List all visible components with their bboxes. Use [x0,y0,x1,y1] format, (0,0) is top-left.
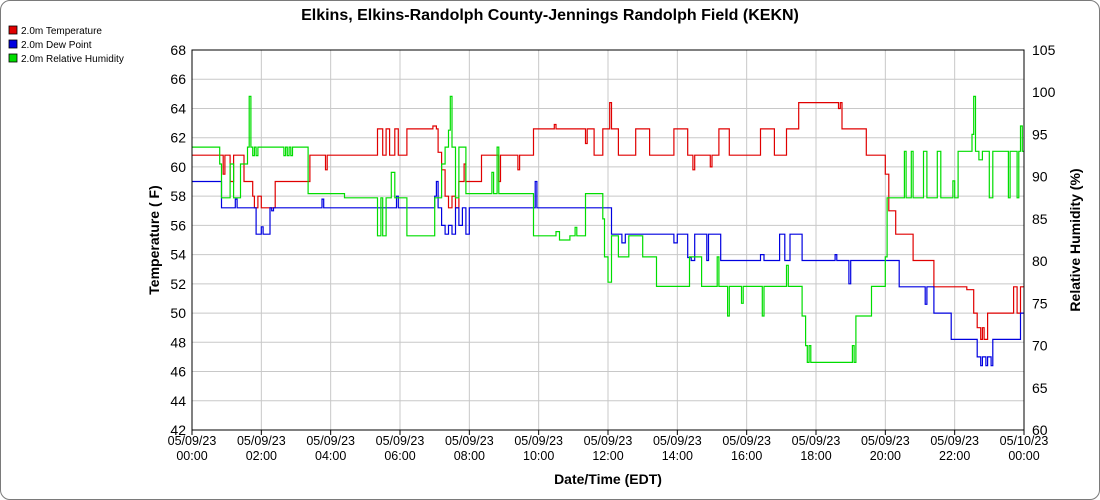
y-left-tick-label: 60 [170,159,186,175]
x-axis-ticks: 05/09/2300:0005/09/2302:0005/09/2304:000… [168,430,1049,463]
x-tick-date: 05/09/23 [653,434,702,448]
legend: 2.0m Temperature 2.0m Dew Point 2.0m Relat… [8,25,124,65]
x-tick-date: 05/09/23 [792,434,841,448]
y-left-tick-label: 52 [170,276,186,292]
y-right-tick-label: 75 [1032,295,1048,311]
legend-label-dew-point: 2.0m Dew Point [21,40,92,51]
y-right-tick-label: 90 [1032,169,1048,185]
x-tick-time: 18:00 [800,449,831,463]
relative-humidity-line [192,95,1024,363]
y-right-tick-label: 65 [1032,380,1048,396]
x-tick-date: 05/09/23 [445,434,494,448]
y-right-tick-label: 100 [1032,84,1056,100]
y-right-tick-label: 95 [1032,126,1048,142]
y-left-tick-label: 62 [170,130,186,146]
y-left-tick-label: 42 [170,422,186,438]
y-axis-left-label: Temperature ( F) [146,185,162,294]
x-tick-date: 05/09/23 [376,434,425,448]
y-left-tick-label: 48 [170,334,186,350]
y-left-tick-label: 56 [170,217,186,233]
legend-label-temperature: 2.0m Temperature [21,26,102,37]
x-tick-date: 05/10/23 [1000,434,1049,448]
y-right-tick-label: 105 [1032,42,1056,58]
x-tick-time: 20:00 [870,449,901,463]
x-tick-date: 05/09/23 [514,434,563,448]
y-left-tick-label: 68 [170,42,186,58]
series-layer [192,95,1024,367]
y-right-tick-label: 80 [1032,253,1048,269]
y-axis-right-label: Relative Humidity (%) [1067,168,1083,311]
x-tick-time: 00:00 [176,449,207,463]
temperature-line [192,102,1024,340]
y-right-tick-label: 70 [1032,338,1048,354]
y-left-tick-label: 46 [170,364,186,380]
x-tick-time: 14:00 [662,449,693,463]
x-tick-time: 22:00 [939,449,970,463]
x-tick-date: 05/09/23 [237,434,286,448]
x-tick-time: 12:00 [592,449,623,463]
y-right-tick-label: 85 [1032,211,1048,227]
y-left-tick-label: 66 [170,71,186,87]
x-tick-time: 16:00 [731,449,762,463]
legend-swatch-dew-point [8,39,18,49]
y-left-tick-label: 54 [170,247,186,263]
x-tick-date: 05/09/23 [306,434,355,448]
x-tick-date: 05/09/23 [861,434,910,448]
y-left-tick-label: 44 [170,393,186,409]
y-axis-left-ticks: 42 44 46 48 50 52 54 56 58 60 62 64 66 68 [170,42,186,438]
y-left-tick-label: 64 [170,100,186,116]
chart-title: Elkins, Elkins-Randolph County-Jennings … [301,7,799,24]
legend-label-relative-humidity: 2.0m Relative Humidity [21,54,124,65]
legend-swatch-temperature [8,25,18,35]
y-axis-right-ticks: 60 65 70 75 80 85 90 95 100 105 [1032,42,1056,438]
x-tick-time: 00:00 [1008,449,1039,463]
x-tick-time: 02:00 [246,449,277,463]
dew-point-line [192,180,1024,367]
y-left-tick-label: 50 [170,305,186,321]
x-tick-date: 05/09/23 [930,434,979,448]
x-tick-date: 05/09/23 [168,434,217,448]
x-tick-time: 06:00 [384,449,415,463]
y-right-tick-label: 60 [1032,422,1048,438]
legend-swatch-relative-humidity [8,53,18,63]
x-tick-date: 05/09/23 [722,434,771,448]
grid [191,49,1025,431]
x-axis-label: Date/Time (EDT) [554,471,662,487]
x-tick-date: 05/09/23 [584,434,633,448]
x-tick-time: 04:00 [315,449,346,463]
x-tick-time: 08:00 [454,449,485,463]
x-tick-time: 10:00 [523,449,554,463]
y-left-tick-label: 58 [170,188,186,204]
